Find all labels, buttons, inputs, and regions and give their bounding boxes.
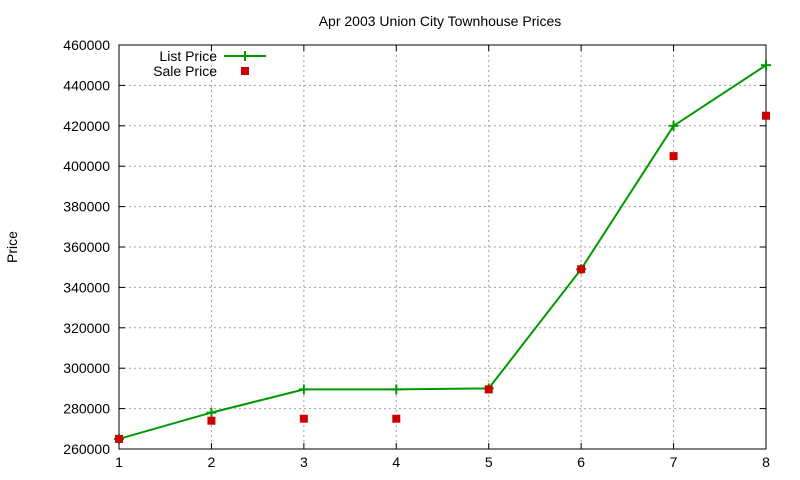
sale-price-point bbox=[207, 416, 216, 425]
y-tick-label: 300000 bbox=[63, 360, 110, 376]
y-tick-label: 400000 bbox=[63, 158, 110, 174]
grid-layer bbox=[119, 45, 766, 449]
series-layer bbox=[114, 60, 771, 444]
x-tick-label: 2 bbox=[208, 454, 216, 470]
list-price-point bbox=[298, 384, 309, 395]
legend-swatch-sale-price bbox=[241, 67, 249, 75]
x-tick-label: 4 bbox=[392, 454, 400, 470]
sale-price-point bbox=[762, 111, 770, 120]
list-price-line bbox=[118, 64, 767, 440]
y-tick-label: 280000 bbox=[63, 401, 110, 417]
x-tick-label: 5 bbox=[485, 454, 493, 470]
chart-title: Apr 2003 Union City Townhouse Prices bbox=[319, 13, 562, 29]
sale-price-point bbox=[484, 385, 493, 394]
y-tick-label: 420000 bbox=[63, 118, 110, 134]
y-tick-label: 360000 bbox=[63, 239, 110, 255]
list-price-point bbox=[668, 120, 679, 131]
y-tick-label: 320000 bbox=[63, 320, 110, 336]
x-tick-label: 7 bbox=[670, 454, 678, 470]
list-price-point bbox=[206, 407, 217, 418]
y-tick-label: 340000 bbox=[63, 279, 110, 295]
y-tick-label: 380000 bbox=[63, 199, 110, 215]
x-tick-label: 8 bbox=[762, 454, 770, 470]
axis-layer: 260000 280000 300000 320000 340000 360000 3800… bbox=[63, 37, 770, 470]
y-tick-label: 260000 bbox=[63, 441, 110, 457]
sale-price-point bbox=[669, 152, 678, 161]
list-price-point bbox=[391, 384, 402, 395]
sale-price-point bbox=[299, 414, 308, 423]
x-tick-label: 1 bbox=[115, 454, 123, 470]
legend-label-list-price: List Price bbox=[159, 48, 217, 64]
y-axis-label: Price bbox=[4, 231, 20, 263]
legend-label-sale-price: Sale Price bbox=[153, 63, 217, 79]
sale-price-point bbox=[392, 414, 401, 423]
list-price-point bbox=[761, 60, 771, 71]
x-tick-label: 3 bbox=[300, 454, 308, 470]
y-tick-label: 460000 bbox=[63, 37, 110, 53]
y-tick-label: 440000 bbox=[63, 77, 110, 93]
sale-price-point bbox=[577, 265, 586, 274]
x-tick-label: 6 bbox=[577, 454, 585, 470]
sale-price-point bbox=[115, 434, 123, 443]
